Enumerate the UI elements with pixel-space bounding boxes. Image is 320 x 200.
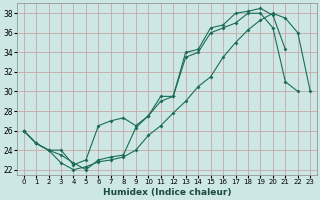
X-axis label: Humidex (Indice chaleur): Humidex (Indice chaleur) (103, 188, 231, 197)
